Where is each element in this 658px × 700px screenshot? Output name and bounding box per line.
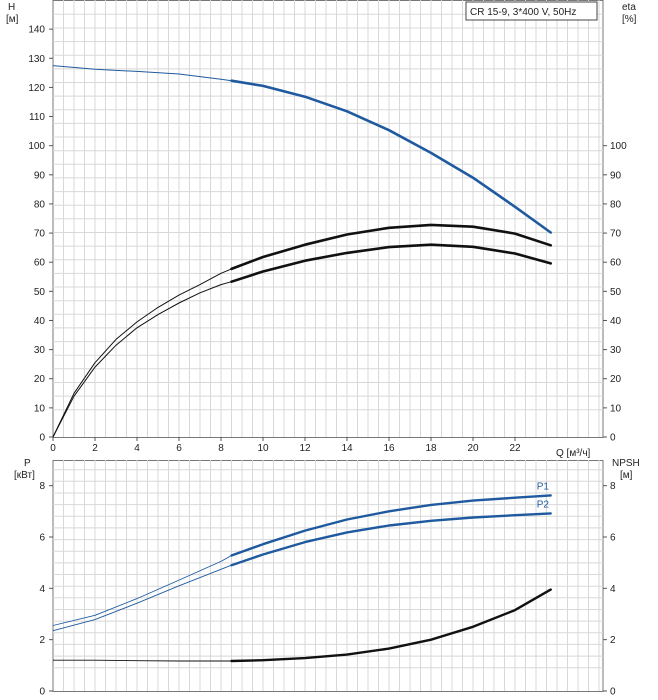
- x-tick-label: 22: [509, 443, 521, 454]
- chart-title-box: [465, 1, 598, 21]
- left-tick-label: 20: [34, 374, 46, 385]
- power-npsh-axes: 0 2 4 6 8 0 2 4 6 8: [39, 481, 616, 697]
- left-tick-label: 0: [39, 687, 45, 698]
- p1-series-label: P1: [537, 481, 550, 492]
- head-efficiency-grid: [52, 0, 604, 438]
- right-tick-label: 40: [610, 316, 622, 327]
- x-tick-label: 6: [176, 443, 182, 454]
- x-tick-label: 8: [218, 443, 224, 454]
- power-npsh-grid: [52, 460, 604, 692]
- x-tick-label: 20: [467, 443, 479, 454]
- head-efficiency-labels: H [м] eta [%] Q [м³/ч] CR 15-9, 3*400 V,…: [6, 1, 637, 459]
- right-tick-label: 4: [610, 584, 616, 595]
- x-tick-label: 12: [299, 443, 311, 454]
- left-tick-label: 2: [39, 635, 45, 646]
- left-tick-label: 4: [39, 584, 45, 595]
- right-tick-label: 0: [610, 687, 616, 698]
- left-tick-label: 6: [39, 533, 45, 544]
- x-tick-label: 10: [257, 443, 269, 454]
- power-npsh-chart: 0 2 4 6 8 0 2 4 6 8 P1 P2 P [кВт] NPSH [м]: [14, 458, 640, 698]
- left-tick-label: 0: [39, 433, 45, 444]
- x-tick-label: 18: [425, 443, 437, 454]
- x-tick-label: 0: [50, 443, 56, 454]
- power-axis-title: P: [24, 458, 31, 469]
- left-tick-label: 60: [34, 258, 46, 269]
- right-tick-label: 2: [610, 635, 616, 646]
- left-tick-label: 50: [34, 287, 46, 298]
- head-efficiency-chart: 0102030405060708090100110120130140010203…: [6, 0, 637, 459]
- left-tick-label: 120: [28, 83, 45, 94]
- x-tick-label: 4: [134, 443, 140, 454]
- x-tick-label: 16: [383, 443, 395, 454]
- power-npsh-series: P1 P2: [52, 481, 552, 663]
- right-tick-label: 100: [610, 141, 627, 152]
- eta-axis-title: eta: [622, 2, 636, 13]
- eta_pump-curve-extended: [52, 268, 232, 438]
- left-tick-label: 140: [28, 25, 45, 36]
- left-tick-label: 100: [28, 141, 45, 152]
- npsh-axis-unit: [м]: [620, 470, 633, 481]
- left-tick-label: 80: [34, 199, 46, 210]
- p2-curve-duty: [230, 512, 552, 567]
- x-tick-label: 2: [92, 443, 98, 454]
- left-tick-label: 130: [28, 54, 45, 65]
- left-tick-label: 8: [39, 481, 45, 492]
- right-tick-label: 70: [610, 229, 622, 240]
- right-tick-label: 6: [610, 533, 616, 544]
- left-tick-label: 90: [34, 170, 46, 181]
- h-curve-extended: [52, 65, 232, 82]
- right-tick-label: 8: [610, 481, 616, 492]
- eta_total-curve-extended: [52, 281, 232, 438]
- eta-axis-unit: [%]: [622, 14, 637, 25]
- right-tick-label: 10: [610, 403, 622, 414]
- right-tick-label: 20: [610, 374, 622, 385]
- eta_total-curve-duty: [230, 243, 552, 283]
- power-axis-unit: [кВт]: [14, 470, 35, 481]
- head-axis-title: H: [8, 2, 15, 13]
- npsh-curve-extended: [53, 659, 232, 662]
- p1-curve-extended: [52, 555, 232, 626]
- left-tick-label: 30: [34, 345, 46, 356]
- left-tick-label: 40: [34, 316, 46, 327]
- left-tick-label: 110: [29, 112, 45, 123]
- left-tick-label: 70: [34, 229, 46, 240]
- right-tick-label: 90: [610, 170, 622, 181]
- head-efficiency-axes: 0102030405060708090100110120130140010203…: [28, 25, 627, 454]
- head-axis-unit: [м]: [6, 14, 19, 25]
- h-curve-duty: [230, 79, 552, 234]
- flow-axis-title: Q [м³/ч]: [556, 448, 591, 459]
- p2-curve-extended: [52, 564, 232, 632]
- right-tick-label: 50: [610, 287, 622, 298]
- p2-series-label: P2: [537, 499, 550, 510]
- npsh-axis-title: NPSH: [612, 458, 640, 469]
- power-npsh-labels: P [кВт] NPSH [м]: [14, 458, 640, 481]
- right-tick-label: 0: [610, 433, 616, 444]
- right-tick-label: 80: [610, 199, 622, 210]
- x-tick-label: 14: [341, 443, 353, 454]
- right-tick-label: 60: [610, 258, 622, 269]
- right-tick-label: 30: [610, 345, 622, 356]
- head-efficiency-series: [52, 65, 552, 438]
- eta_pump-curve-duty: [230, 223, 552, 271]
- npsh-curve-duty: [230, 588, 552, 663]
- p1-curve-duty: [230, 494, 552, 557]
- left-tick-label: 10: [34, 403, 46, 414]
- chart-title: CR 15-9, 3*400 V, 50Hz: [470, 7, 576, 18]
